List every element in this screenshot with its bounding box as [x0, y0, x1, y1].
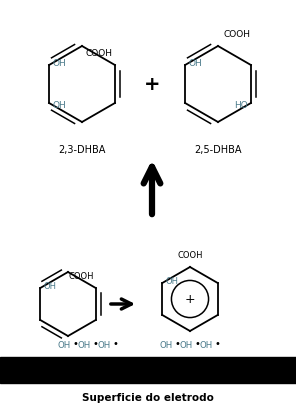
Text: •: • [214, 338, 220, 348]
Text: OH: OH [160, 341, 173, 350]
Text: COOH: COOH [86, 49, 113, 58]
Text: COOH: COOH [177, 250, 203, 259]
Text: 2,5-DHBA: 2,5-DHBA [194, 145, 242, 154]
Text: OH: OH [200, 341, 213, 350]
Text: Superficie do eletrodo: Superficie do eletrodo [82, 392, 214, 402]
Text: OH: OH [52, 101, 66, 110]
Text: +: + [185, 293, 195, 306]
Bar [0, 357, 296, 383]
Text: •: • [174, 338, 180, 348]
Text: OH: OH [180, 341, 193, 350]
Text: •: • [194, 338, 200, 348]
Text: OH: OH [78, 341, 91, 350]
Text: COOH: COOH [223, 30, 250, 39]
Text: OH: OH [43, 282, 56, 291]
Text: •: • [92, 338, 98, 348]
Text: COOH: COOH [68, 271, 94, 280]
Text: 2,3-DHBA: 2,3-DHBA [58, 145, 106, 154]
Text: •: • [72, 338, 78, 348]
Text: OH: OH [188, 59, 202, 68]
Text: +: + [144, 75, 160, 94]
Text: OH: OH [98, 341, 111, 350]
Text: •: • [112, 338, 118, 348]
Text: OH: OH [58, 341, 71, 350]
Text: OH: OH [52, 59, 66, 68]
Text: HO: HO [234, 101, 248, 110]
Text: OH: OH [165, 277, 178, 286]
